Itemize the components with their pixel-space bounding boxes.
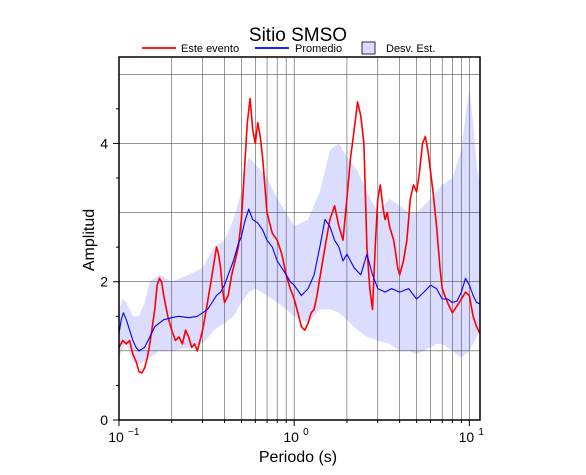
grid-layer <box>119 57 480 420</box>
y-axis-label: Amplitud <box>81 209 98 271</box>
legend-label-desv-est: Desv. Est. <box>386 43 435 55</box>
x-tick-label-0: 10 <box>108 429 124 445</box>
series-layer <box>118 97 481 374</box>
std-dev-band <box>119 88 480 365</box>
legend: Este evento Promedio Desv. Est. <box>142 41 435 55</box>
chart-title: Sitio SMSO <box>249 25 347 46</box>
x-tick-label-1: 10 <box>283 429 299 445</box>
y-tick-label: 4 <box>100 135 108 151</box>
series-line-este-evento <box>118 97 481 374</box>
y-tick-label: 2 <box>100 274 108 290</box>
legend-label-este-evento: Este evento <box>181 43 239 55</box>
x-tick-exponent-1: 0 <box>303 427 309 438</box>
legend-swatch-desv-est <box>361 41 376 55</box>
x-axis-label: Periodo (s) <box>259 449 337 466</box>
series-line-promedio <box>118 208 481 352</box>
x-tick-exponent-2: 1 <box>478 427 484 438</box>
x-tick-exponent-0: −1 <box>128 427 140 438</box>
plot-frame <box>118 56 481 421</box>
legend-label-promedio: Promedio <box>295 43 342 55</box>
x-tick-label-2: 10 <box>459 429 475 445</box>
y-tick-label: 0 <box>100 412 108 428</box>
std-dev-band-layer <box>119 88 480 365</box>
